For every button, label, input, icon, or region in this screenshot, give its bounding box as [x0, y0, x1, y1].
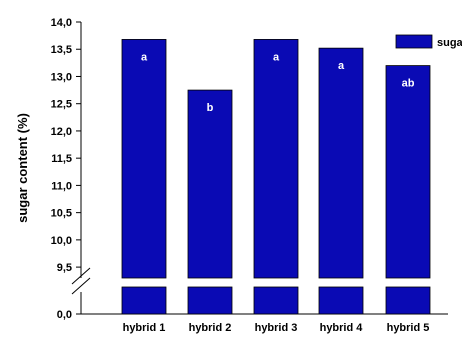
y-tick-label: 12,5 [51, 99, 72, 111]
x-ticks: hybrid 1 hybrid 2 hybrid 3 hybrid 4 hybrid 5 [123, 322, 430, 334]
bar-lower-segment [187, 286, 233, 315]
x-tick-label: hybrid 2 [189, 322, 232, 334]
bar-significance-label: a [273, 51, 280, 63]
y-tick-label: 10,0 [51, 235, 72, 247]
bar-significance-label: ab [402, 78, 415, 90]
y-axis-label: sugar content (%) [15, 113, 30, 223]
y-tick-label: 14,0 [51, 17, 72, 29]
y-tick-label: 10,5 [51, 208, 72, 220]
y-tick-label: 9,5 [57, 262, 72, 274]
bar-lower-segment [121, 286, 167, 315]
y-tick-label: 13,0 [51, 71, 72, 83]
x-tick-label: hybrid 4 [320, 322, 364, 334]
y-tick-label: 13,5 [51, 44, 72, 56]
bar-lower-segment [253, 286, 299, 315]
axis-break-mark-upper [71, 267, 91, 285]
y-tick-label: 11,5 [51, 153, 72, 165]
x-tick-label: hybrid 1 [123, 322, 166, 334]
y-ticks: 9,5 10,0 10,5 11,0 11,5 12,0 12,5 13,0 13,5 14,0 [51, 17, 81, 274]
y-tick-label: 12,0 [51, 126, 72, 138]
bar-significance-label: a [141, 51, 148, 63]
y-tick-label: 11,0 [51, 180, 72, 192]
bar-upper-segment [121, 39, 167, 279]
bar-significance-label: a [338, 60, 345, 72]
bar-lower-segment [385, 286, 431, 315]
legend-swatch [395, 34, 433, 49]
legend: suga [395, 34, 462, 49]
axis-break-mark-lower [71, 277, 91, 295]
bar-upper-segment [253, 39, 299, 279]
y-tick-label-zero: 0,0 [57, 309, 72, 321]
legend-label: suga [437, 37, 462, 49]
bar-upper-segment [385, 65, 431, 279]
bar-lower-segment [318, 286, 364, 315]
x-tick-label: hybrid 3 [255, 322, 298, 334]
x-tick-label: hybrid 5 [387, 322, 430, 334]
bar-significance-label: b [207, 102, 214, 114]
bar-upper-segment [187, 89, 233, 279]
bar-upper-segment [318, 47, 364, 279]
